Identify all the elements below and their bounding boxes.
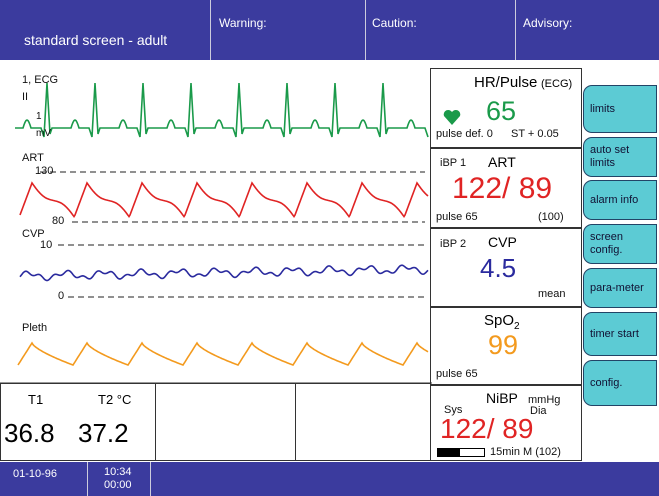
- menu-button[interactable]: config.: [583, 360, 657, 406]
- t1-value: 36.8: [4, 418, 55, 448]
- t1-label: T1: [28, 392, 44, 407]
- parameter-panel: [430, 68, 582, 461]
- hr-st: ST + 0.05: [511, 128, 559, 140]
- nibp-value: 122/ 89: [440, 413, 534, 444]
- heart-icon: [443, 109, 461, 125]
- spo2-name: SpO: [484, 312, 515, 329]
- screen-title: standard screen - adult: [24, 32, 168, 48]
- ecg-wave: [15, 82, 429, 138]
- spo2-value: 99: [488, 330, 519, 360]
- progress-bar: [437, 448, 485, 457]
- divider: [430, 384, 582, 386]
- art-high: 130: [35, 165, 54, 177]
- pleth-wave: [17, 341, 429, 366]
- divider: [365, 0, 366, 60]
- waveform-area: [0, 82, 432, 384]
- t2-label: T2 °C: [98, 392, 132, 407]
- art-pulse: pulse 65: [436, 211, 478, 223]
- menu-button[interactable]: alarm info: [583, 180, 657, 220]
- cvp-low: 0: [58, 290, 65, 302]
- status-bar: [0, 462, 659, 496]
- divider: [150, 462, 151, 496]
- cvp-title: CVP: [488, 234, 517, 250]
- cvp-wave: [19, 264, 429, 282]
- nibp-unit: mmHg: [528, 394, 561, 406]
- menu-button[interactable]: para-meter: [583, 268, 657, 308]
- cvp-value: 4.5: [480, 253, 517, 283]
- ecg-lead: II: [22, 91, 29, 103]
- cvp-mode: mean: [538, 288, 566, 300]
- nibp-title: NiBP: [486, 390, 518, 406]
- art-label: ART: [22, 152, 44, 164]
- art-mean: (100): [538, 211, 564, 223]
- art-value: 122/ 89: [452, 172, 553, 205]
- elapsed: 00:00: [104, 479, 132, 491]
- date: 01-10-96: [13, 468, 58, 480]
- spo2-title: SpO2: [484, 312, 520, 332]
- nibp-dia: Dia: [530, 405, 547, 417]
- art-channel: iBP 1: [440, 157, 467, 169]
- cvp-high: 10: [40, 239, 53, 251]
- art-title: ART: [488, 154, 516, 170]
- empty-box: [155, 383, 296, 461]
- spo2-sub: 2: [514, 321, 520, 332]
- advisory-label: Advisory:: [523, 16, 573, 30]
- menu-button[interactable]: limits: [583, 85, 657, 133]
- menu-button[interactable]: timer start: [583, 312, 657, 356]
- cvp-label: CVP: [22, 228, 45, 240]
- time: 10:34: [104, 466, 132, 478]
- menu-button[interactable]: screen config.: [583, 224, 657, 264]
- progress-fill: [438, 449, 460, 456]
- cvp-channel: iBP 2: [440, 238, 467, 250]
- empty-box: [295, 383, 431, 461]
- ecg-scale: 1: [36, 111, 42, 122]
- spo2-pulse: pulse 65: [436, 368, 478, 380]
- menu-button[interactable]: auto set limits: [583, 137, 657, 177]
- divider: [87, 462, 88, 496]
- divider: [515, 0, 516, 60]
- t2-value: 37.2: [78, 418, 129, 448]
- hr-pulse: pulse def. 0: [436, 128, 493, 140]
- hr-source: (ECG): [541, 78, 573, 90]
- art-low: 80: [52, 215, 65, 227]
- divider: [430, 306, 582, 308]
- nibp-sys: Sys: [444, 404, 463, 416]
- nibp-interval: 15min M (102): [490, 446, 561, 458]
- art-wave: [19, 181, 429, 219]
- hr-value: 65: [486, 96, 517, 126]
- top-bar: [0, 0, 659, 60]
- divider: [210, 0, 211, 60]
- divider: [430, 227, 582, 229]
- warning-label: Warning:: [219, 16, 267, 30]
- pleth-label: Pleth: [22, 322, 48, 334]
- caution-label: Caution:: [372, 16, 417, 30]
- ecg-unit: mV: [36, 128, 51, 139]
- ecg-label: 1, ECG: [22, 74, 59, 86]
- hr-title: HR/Pulse: [474, 74, 538, 91]
- divider: [430, 147, 582, 149]
